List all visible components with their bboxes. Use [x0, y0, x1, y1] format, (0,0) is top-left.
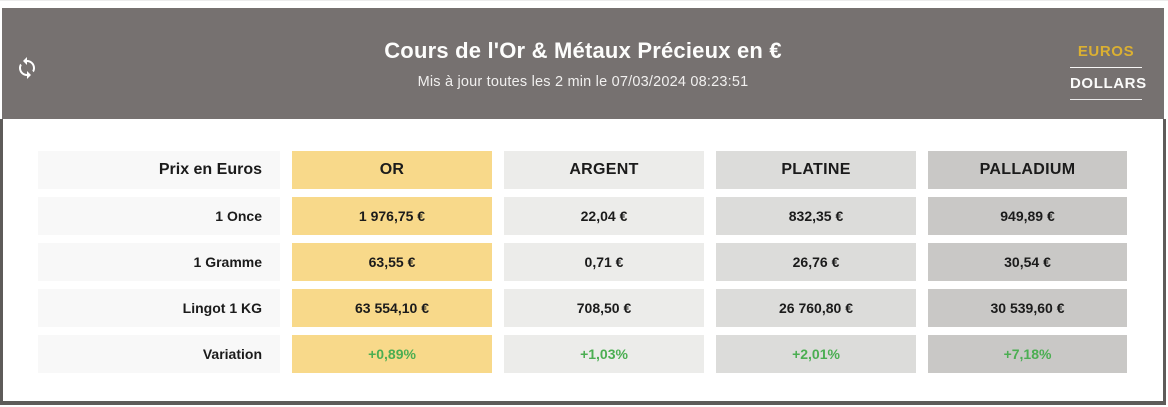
price-gramme-platine: 26,76 € — [716, 243, 916, 281]
currency-tab-euros[interactable]: EUROS — [1070, 43, 1142, 68]
column-header-palladium: PALLADIUM — [928, 151, 1127, 189]
price-once-or: 1 976,75 € — [292, 197, 492, 235]
price-gramme-palladium: 30,54 € — [928, 243, 1127, 281]
row-label-lingot: Lingot 1 KG — [38, 289, 280, 327]
price-lingot-or: 63 554,10 € — [292, 289, 492, 327]
variation-or: +0,89% — [292, 335, 492, 373]
variation-palladium: +7,18% — [928, 335, 1127, 373]
price-gramme-argent: 0,71 € — [504, 243, 704, 281]
variation-argent: +1,03% — [504, 335, 704, 373]
row-label-variation: Variation — [38, 335, 280, 373]
price-lingot-argent: 708,50 € — [504, 289, 704, 327]
variation-platine: +2,01% — [716, 335, 916, 373]
prices-table: Prix en Euros OR ARGENT PLATINE PALLADIU… — [38, 151, 1127, 373]
page-title: Cours de l'Or & Métaux Précieux en € — [384, 37, 782, 63]
column-header-argent: ARGENT — [504, 151, 704, 189]
column-header-or: OR — [292, 151, 492, 189]
last-updated-text: Mis à jour toutes les 2 min le 07/03/202… — [417, 73, 749, 90]
row-label-once: 1 Once — [38, 197, 280, 235]
price-lingot-platine: 26 760,80 € — [716, 289, 916, 327]
refresh-icon — [15, 56, 39, 80]
refresh-button[interactable] — [15, 56, 39, 80]
currency-tab-dollars[interactable]: DOLLARS — [1070, 68, 1146, 100]
price-gramme-or: 63,55 € — [292, 243, 492, 281]
price-once-argent: 22,04 € — [504, 197, 704, 235]
header-bar: Cours de l'Or & Métaux Précieux en € Mis… — [2, 8, 1164, 119]
price-once-palladium: 949,89 € — [928, 197, 1127, 235]
row-label-gramme: 1 Gramme — [38, 243, 280, 281]
currency-toggle: EUROS DOLLARS — [1070, 43, 1146, 100]
price-lingot-palladium: 30 539,60 € — [928, 289, 1127, 327]
column-header-platine: PLATINE — [716, 151, 916, 189]
price-once-platine: 832,35 € — [716, 197, 916, 235]
table-corner-label: Prix en Euros — [38, 151, 280, 189]
prices-card: Prix en Euros OR ARGENT PLATINE PALLADIU… — [0, 119, 1166, 405]
